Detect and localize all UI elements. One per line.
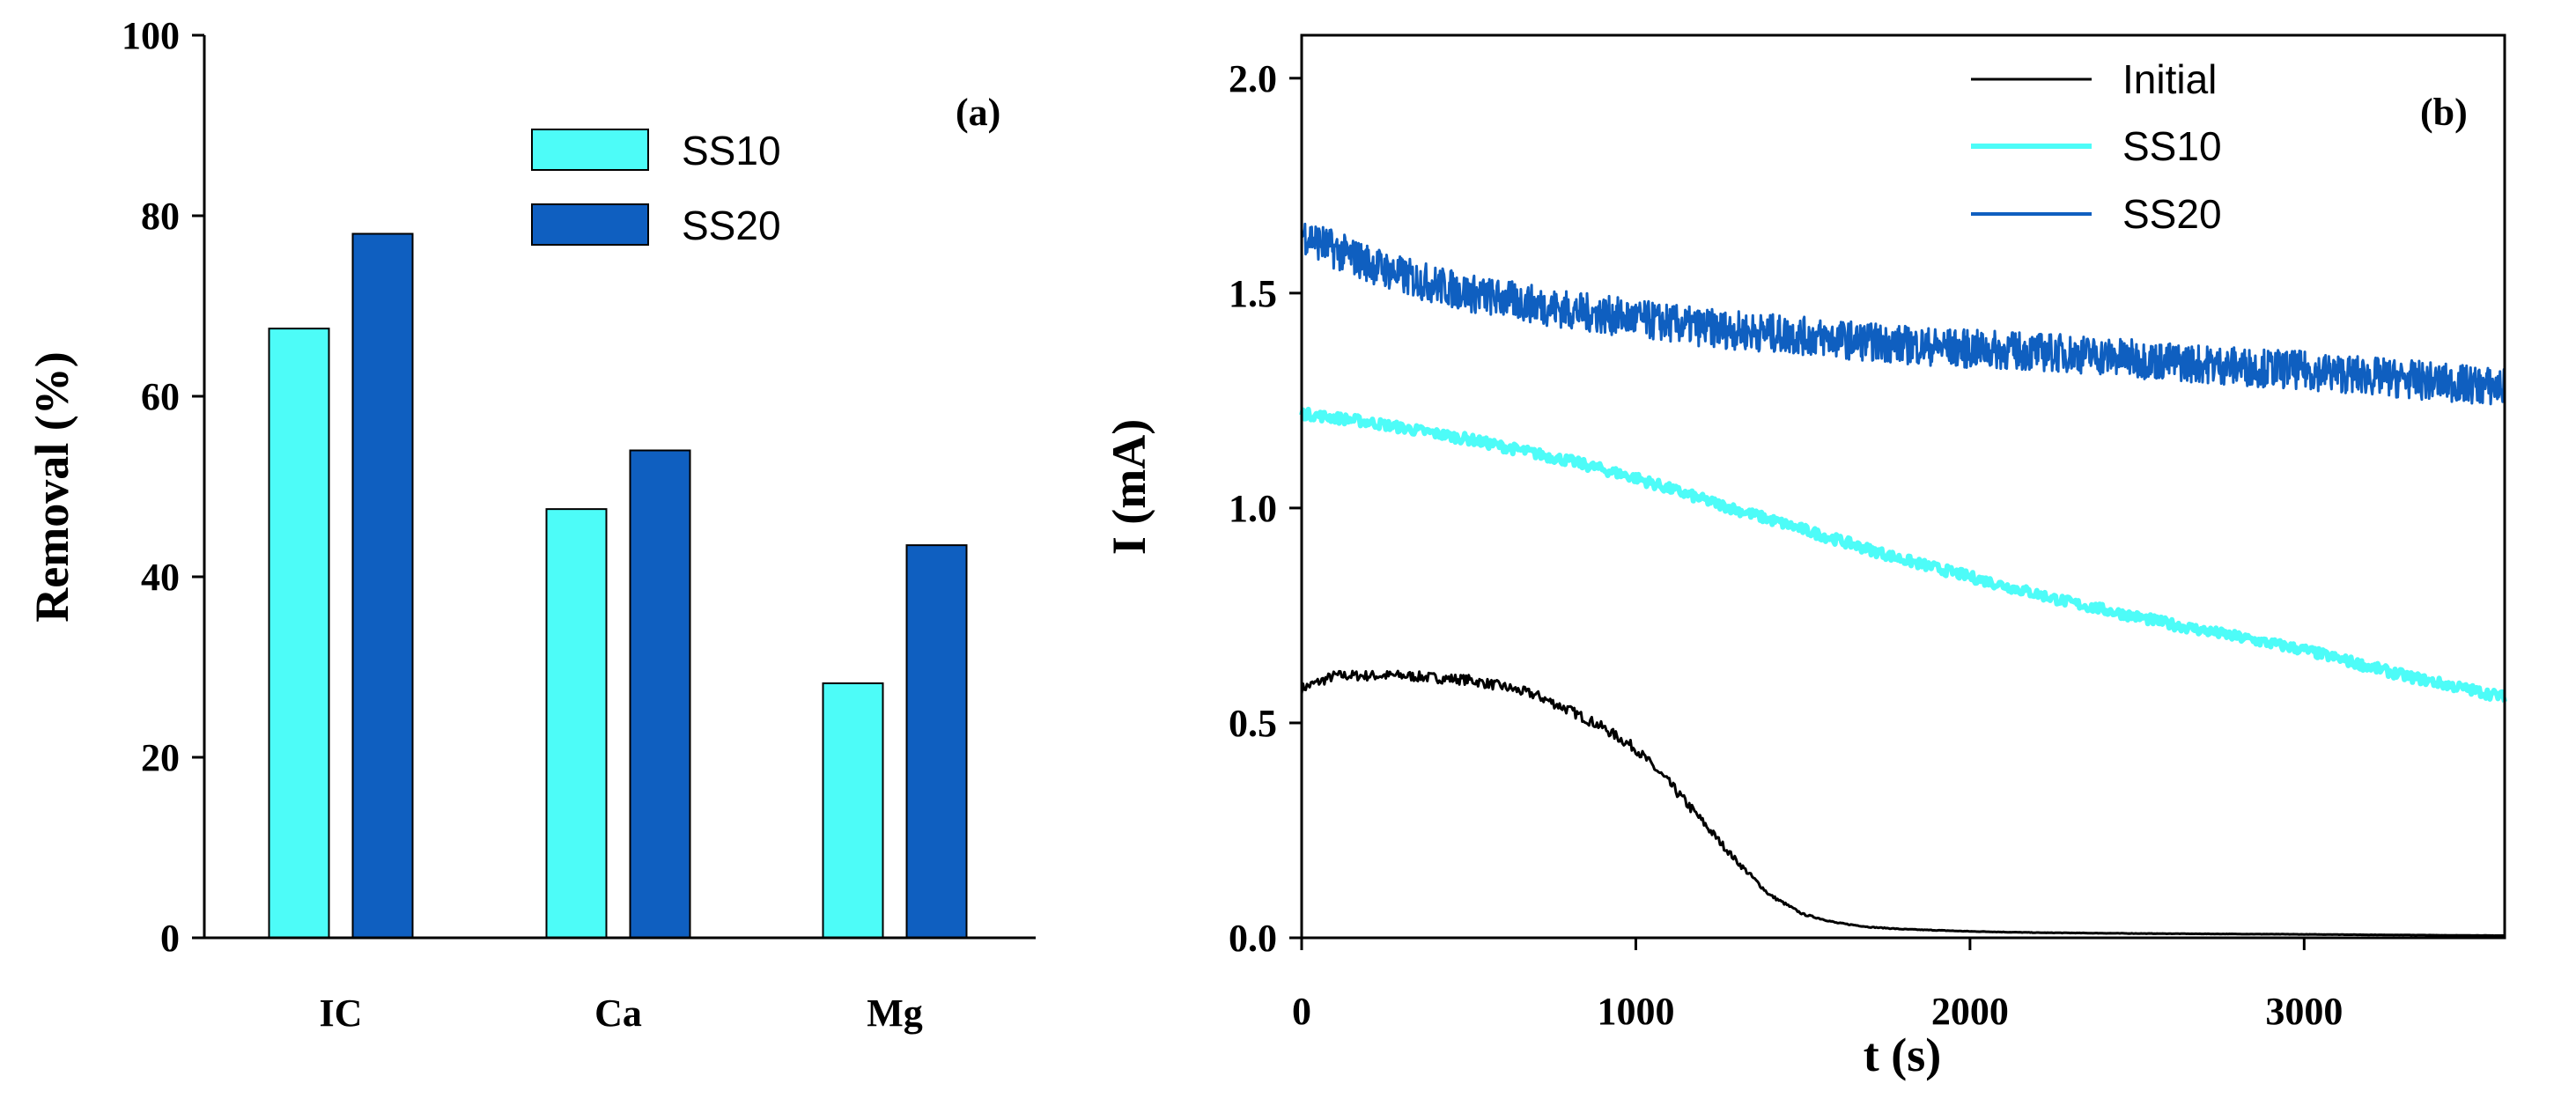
b-plot-frame: [1300, 33, 2506, 940]
b-x-tick-label: 1000: [1597, 990, 1674, 1033]
a-legend-label-ss20: SS20: [682, 203, 781, 248]
b-legend-label-ss10: SS10: [2122, 123, 2222, 169]
a-legend-swatch-ss10: [531, 129, 649, 171]
panel-b-line-chart: 0.0 0.5 1.0 1.5 2.0 0 1000 2000 3000 I (mA) t (…: [1103, 33, 2507, 1081]
b-y-tick-label: 1.0: [1229, 487, 1277, 530]
series-line-ss20: [1300, 222, 2506, 406]
b-x-tick-label: 3000: [2265, 990, 2343, 1033]
bar-ic-ss10: [268, 328, 330, 939]
a-x-tick-label: Mg: [867, 992, 923, 1035]
panel-a-bar-chart: 0 20 40 60 80 100 IC Ca Mg Removal (%) (a) SS10…: [26, 14, 1036, 1035]
bar-mg-ss10: [822, 682, 884, 939]
bar-ic-ss20: [351, 232, 414, 939]
series-line-initial: [1300, 669, 2505, 938]
a-legend: SS10 SS20: [531, 128, 781, 248]
b-x-tick-label: 2000: [1931, 990, 2009, 1033]
a-y-tick-label: 60: [141, 375, 180, 418]
a-y-tick-label: 80: [141, 195, 180, 238]
b-legend-label-ss20: SS20: [2122, 191, 2222, 237]
b-panel-label: (b): [2420, 91, 2468, 134]
a-legend-label-ss10: SS10: [682, 128, 781, 173]
a-y-tick-label: 100: [122, 14, 180, 57]
b-x-axis-title: t (s): [1864, 1029, 1941, 1081]
a-panel-label: (a): [956, 91, 1000, 134]
a-y-tick-label: 40: [141, 556, 180, 599]
a-x-tick-label: IC: [320, 992, 363, 1035]
b-legend: Initial SS10 SS20: [1971, 56, 2222, 237]
a-x-tick-label: Ca: [594, 992, 642, 1035]
b-y-tick-label: 2.0: [1229, 57, 1277, 100]
a-y-tick-label: 20: [141, 736, 180, 779]
b-y-tick-label: 0.0: [1229, 917, 1277, 960]
a-y-axis-title: Removal (%): [26, 351, 78, 622]
a-legend-swatch-ss20: [531, 203, 649, 246]
series-line-ss10: [1299, 406, 2507, 703]
bar-ca-ss10: [545, 508, 608, 939]
b-y-axis-title: I (mA): [1103, 419, 1155, 555]
b-x-tick-label: 0: [1292, 990, 1311, 1033]
b-y-tick-label: 0.5: [1229, 702, 1277, 745]
a-y-tick-label: 0: [160, 917, 180, 960]
b-legend-label-initial: Initial: [2122, 56, 2217, 102]
bar-mg-ss20: [905, 544, 968, 939]
b-y-tick-label: 1.5: [1229, 272, 1277, 315]
bar-ca-ss20: [629, 449, 691, 939]
